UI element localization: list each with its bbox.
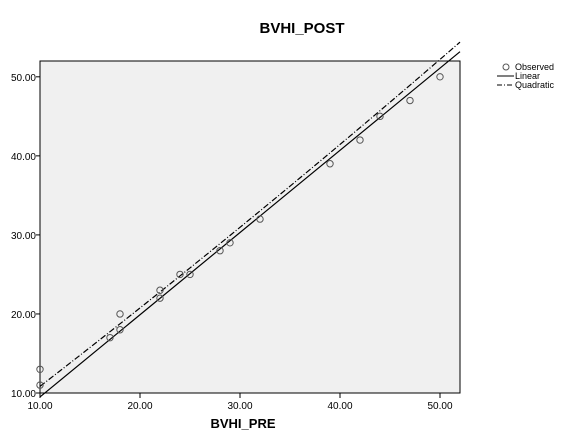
observed-point <box>156 286 164 294</box>
y-tick-label: 50.00 <box>11 73 36 84</box>
observed-point <box>106 333 114 342</box>
plot-area <box>39 60 461 394</box>
quadratic-fit-line <box>39 41 461 387</box>
observed-point <box>326 160 334 168</box>
observed-point <box>256 215 264 223</box>
x-tick-label: 50.00 <box>427 401 452 412</box>
y-tick-label: 20.00 <box>11 310 36 321</box>
legend: Observed Linear Quadratic <box>497 62 555 90</box>
y-tick-label: 10.00 <box>11 389 36 400</box>
chart-title: BVHI_POST <box>259 20 344 37</box>
observed-point <box>436 73 444 81</box>
x-tick-label: 30.00 <box>227 401 252 412</box>
observed-point <box>216 247 224 255</box>
observed-point <box>36 365 44 373</box>
x-tick-label: 40.00 <box>327 401 352 412</box>
observed-point <box>176 270 184 279</box>
y-tick-label: 40.00 <box>11 152 36 163</box>
observed-point <box>36 381 44 389</box>
x-axis: 10.00 20.00 30.00 40.00 50.00 <box>27 393 453 412</box>
legend-quadratic-label: Quadratic <box>515 80 555 90</box>
y-tick-label: 30.00 <box>11 231 36 242</box>
legend-linear-label: Linear <box>515 71 540 81</box>
observed-point <box>116 326 124 334</box>
observed-points <box>36 73 444 389</box>
x-axis-title: BVHI_PRE <box>210 416 275 431</box>
observed-point <box>186 270 194 279</box>
observed-point <box>116 310 124 318</box>
observed-point <box>226 239 234 247</box>
linear-fit-line <box>39 51 461 398</box>
legend-observed-marker <box>502 63 510 71</box>
observed-point <box>356 136 364 144</box>
observed-point <box>406 96 414 105</box>
fit-lines <box>39 41 461 398</box>
x-tick-label: 10.00 <box>27 401 52 412</box>
legend-observed-label: Observed <box>515 62 554 72</box>
y-axis: 10.00 20.00 30.00 40.00 50.00 <box>11 73 40 400</box>
observed-point <box>156 294 164 302</box>
observed-point <box>376 112 384 121</box>
x-tick-label: 20.00 <box>127 401 152 412</box>
